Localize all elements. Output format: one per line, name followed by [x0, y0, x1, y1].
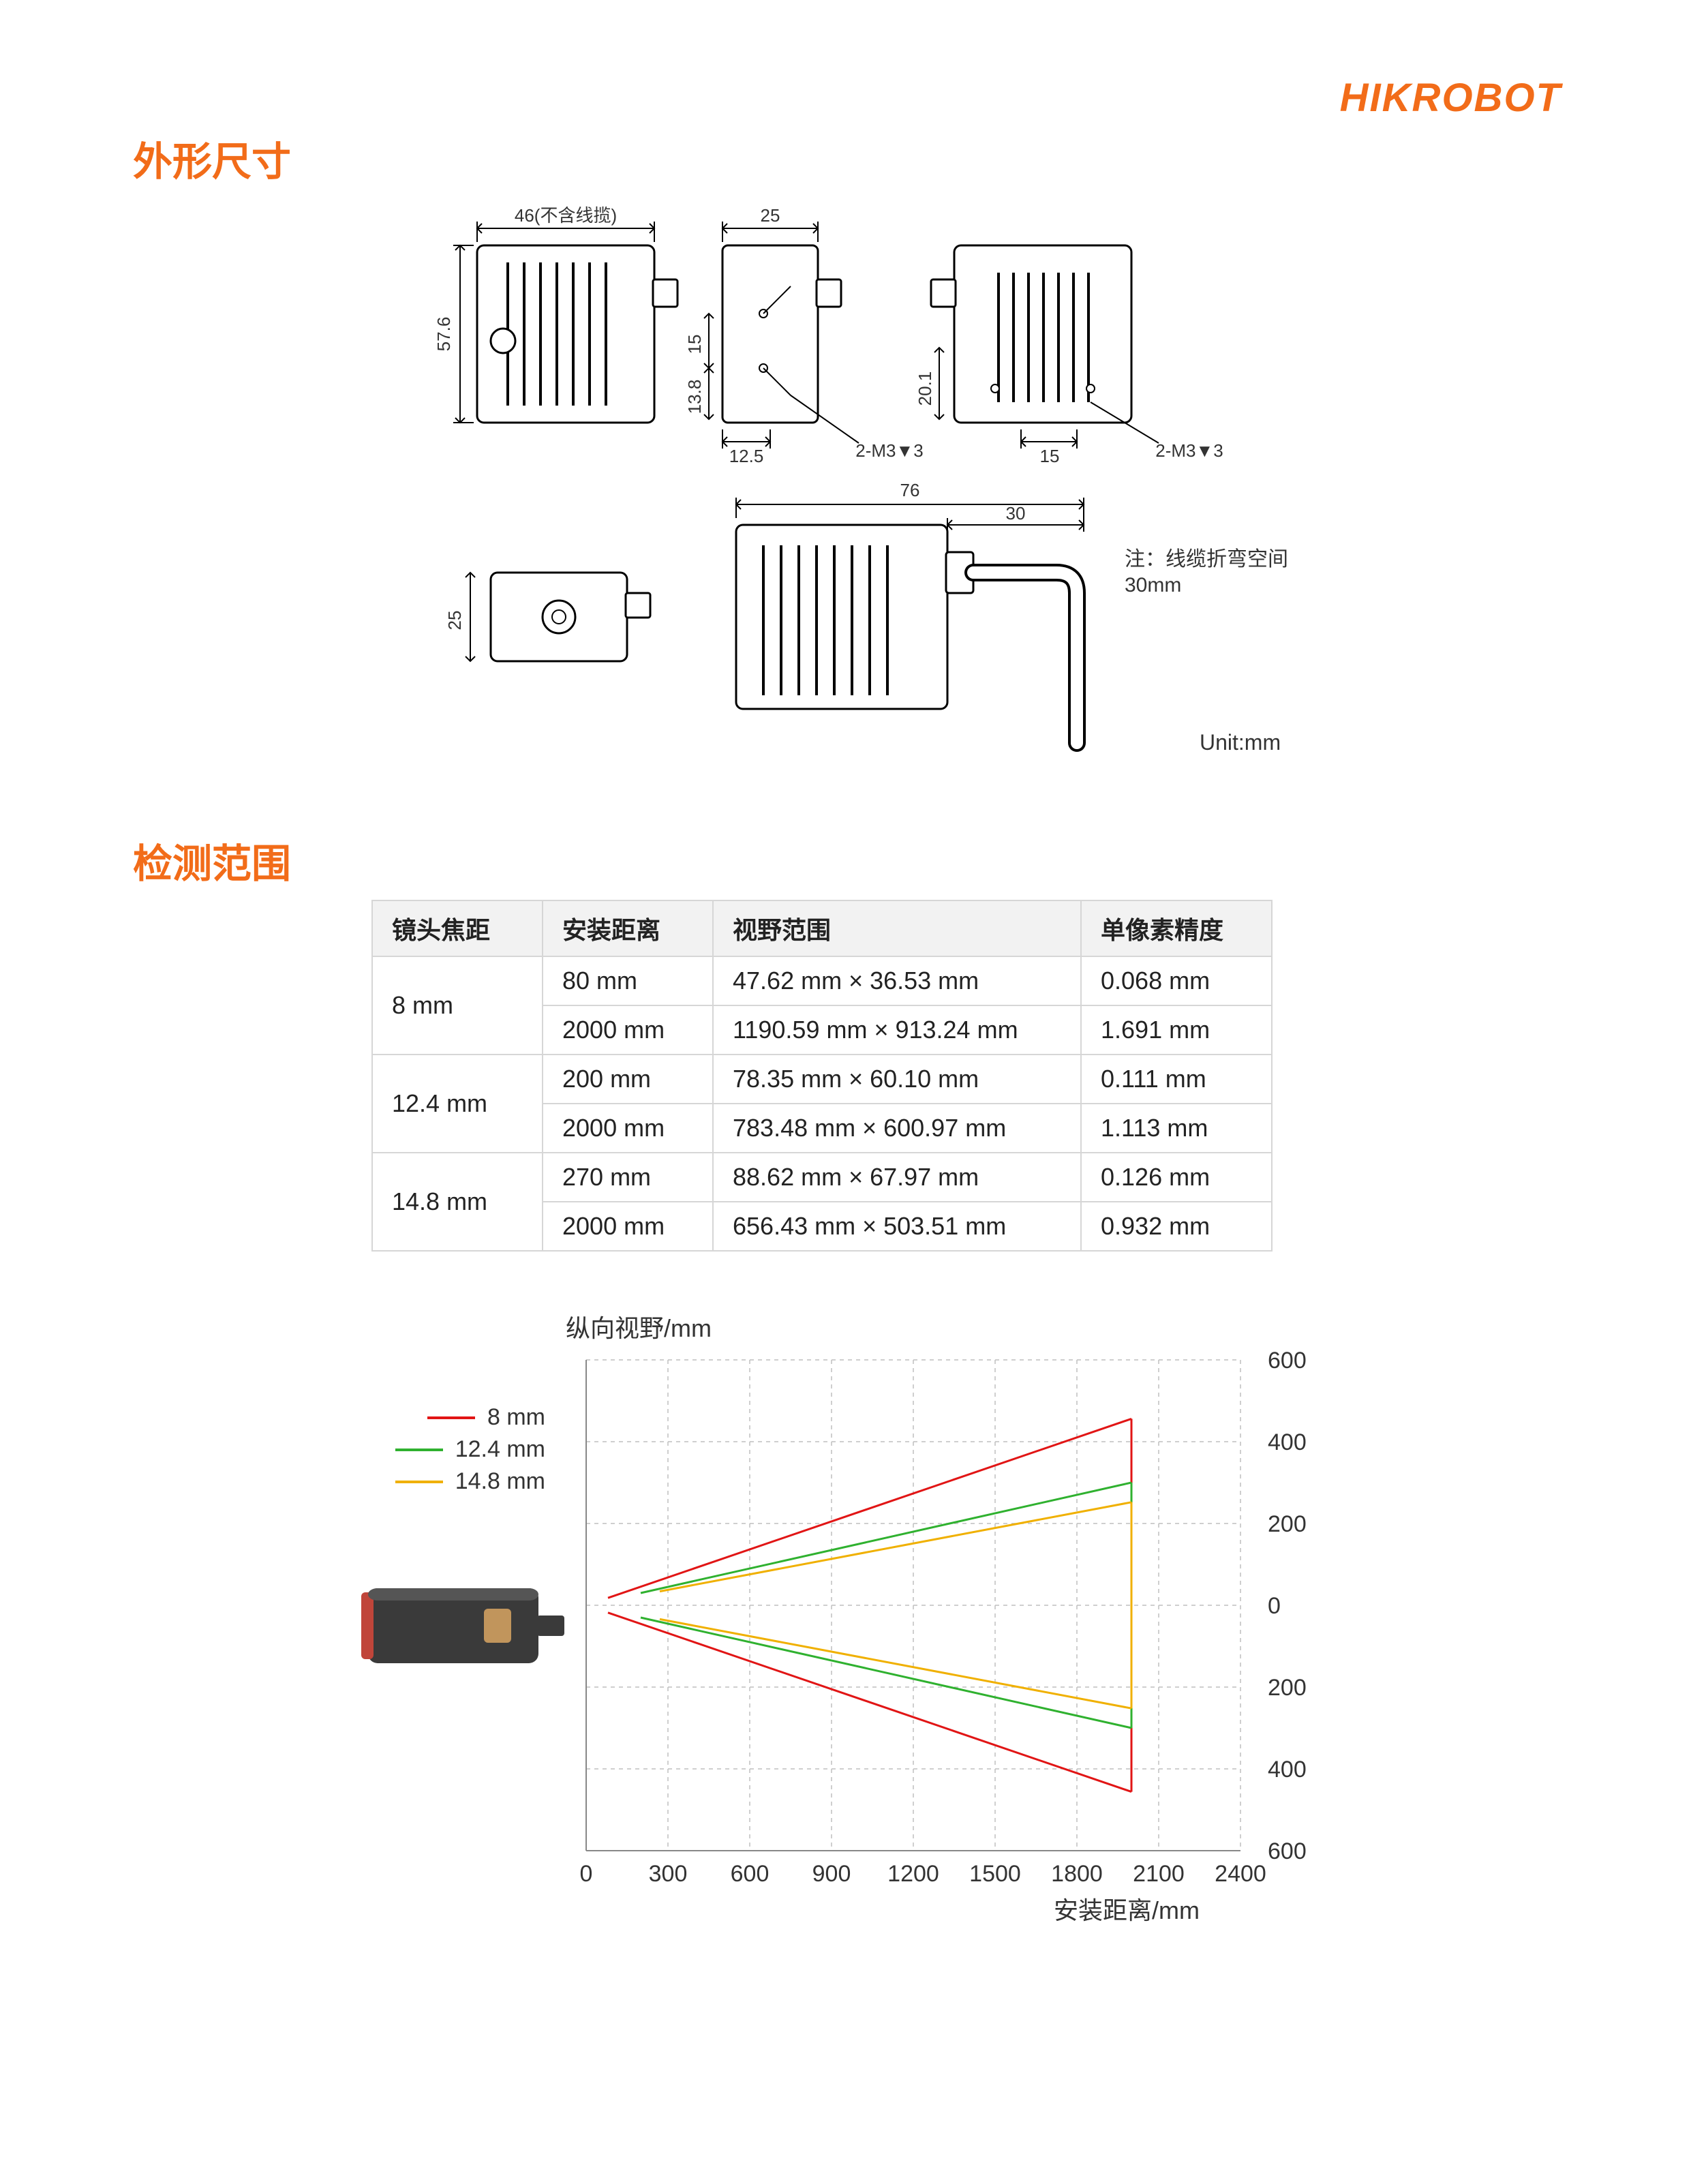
svg-text:200: 200: [1268, 1675, 1307, 1701]
table-cell: 270 mm: [543, 1153, 713, 1202]
chart-title: 纵向视野/mm: [566, 1309, 712, 1344]
table-cell: 200 mm: [543, 1055, 713, 1104]
table-cell: 1.691 mm: [1081, 1005, 1272, 1055]
svg-text:0: 0: [1268, 1593, 1281, 1619]
table-cell: 47.62 mm × 36.53 mm: [713, 956, 1081, 1005]
svg-text:20.1: 20.1: [915, 371, 935, 406]
svg-text:安装距离/mm: 安装距离/mm: [1054, 1896, 1200, 1924]
heading-dimensions: 外形尺寸: [133, 130, 291, 187]
table-cell: 2000 mm: [543, 1202, 713, 1251]
svg-text:2-M3▼3: 2-M3▼3: [1155, 440, 1223, 461]
spec-table-container: 镜头焦距安装距离视野范围单像素精度8 mm80 mm47.62 mm × 36.…: [371, 900, 1273, 1252]
svg-text:57.6: 57.6: [433, 317, 454, 352]
table-cell: 0.111 mm: [1081, 1055, 1272, 1104]
table-cell: 0.068 mm: [1081, 956, 1272, 1005]
svg-text:200: 200: [1268, 1511, 1307, 1537]
table-cell: 656.43 mm × 503.51 mm: [713, 1202, 1081, 1251]
svg-text:15: 15: [684, 335, 705, 354]
svg-text:400: 400: [1268, 1757, 1307, 1783]
chart-legend: 8 mm 12.4 mm 14.8 mm: [354, 1404, 545, 1500]
svg-text:1500: 1500: [969, 1861, 1021, 1887]
legend-item: 8 mm: [354, 1404, 545, 1431]
table-cell: 12.4 mm: [372, 1055, 543, 1153]
heading-detection-range: 检测范围: [133, 832, 291, 889]
svg-text:注：线缆折弯空间: 注：线缆折弯空间: [1125, 548, 1288, 571]
svg-text:13.8: 13.8: [684, 380, 705, 414]
table-cell: 783.48 mm × 600.97 mm: [713, 1104, 1081, 1153]
table-cell: 2000 mm: [543, 1005, 713, 1055]
svg-text:1800: 1800: [1051, 1861, 1103, 1887]
spec-table: 镜头焦距安装距离视野范围单像素精度8 mm80 mm47.62 mm × 36.…: [371, 900, 1273, 1252]
table-header: 视野范围: [713, 900, 1081, 956]
table-cell: 78.35 mm × 60.10 mm: [713, 1055, 1081, 1104]
table-cell: 14.8 mm: [372, 1153, 543, 1251]
dimensions-drawing: 46(不含线揽) 57.6 25 15 13.8 12.5 2-M3▼3 20.1 15 2-M3…: [382, 184, 1350, 777]
svg-text:25: 25: [444, 611, 465, 631]
svg-text:30: 30: [1006, 503, 1026, 524]
svg-text:1200: 1200: [887, 1861, 939, 1887]
table-header: 单像素精度: [1081, 900, 1272, 956]
table-cell: 0.932 mm: [1081, 1202, 1272, 1251]
table-cell: 0.126 mm: [1081, 1153, 1272, 1202]
svg-text:76: 76: [900, 480, 920, 500]
svg-text:46(不含线揽): 46(不含线揽): [515, 205, 617, 226]
legend-item: 12.4 mm: [354, 1436, 545, 1463]
svg-text:2-M3▼3: 2-M3▼3: [855, 440, 923, 461]
fov-chart: 0300600900120015001800210024006004002000…: [566, 1346, 1384, 1963]
svg-text:12.5: 12.5: [729, 446, 764, 466]
svg-text:15: 15: [1040, 446, 1060, 466]
svg-text:Unit:mm: Unit:mm: [1200, 730, 1281, 755]
table-cell: 8 mm: [372, 956, 543, 1055]
svg-text:600: 600: [731, 1861, 770, 1887]
svg-text:300: 300: [649, 1861, 688, 1887]
legend-item: 14.8 mm: [354, 1468, 545, 1495]
svg-text:600: 600: [1268, 1838, 1307, 1864]
table-row: 8 mm80 mm47.62 mm × 36.53 mm0.068 mm: [372, 956, 1272, 1005]
svg-text:25: 25: [761, 205, 780, 226]
table-cell: 80 mm: [543, 956, 713, 1005]
svg-text:900: 900: [812, 1861, 851, 1887]
table-header: 镜头焦距: [372, 900, 543, 956]
table-cell: 88.62 mm × 67.97 mm: [713, 1153, 1081, 1202]
table-row: 12.4 mm200 mm78.35 mm × 60.10 mm0.111 mm: [372, 1055, 1272, 1104]
legend-label: 8 mm: [487, 1404, 545, 1431]
legend-label: 12.4 mm: [455, 1436, 545, 1463]
svg-text:30mm: 30mm: [1125, 574, 1181, 596]
svg-text:2100: 2100: [1133, 1861, 1185, 1887]
table-cell: 2000 mm: [543, 1104, 713, 1153]
table-cell: 1.113 mm: [1081, 1104, 1272, 1153]
svg-text:2400: 2400: [1215, 1861, 1266, 1887]
device-icon: [354, 1568, 573, 1687]
svg-text:400: 400: [1268, 1429, 1307, 1455]
svg-text:0: 0: [580, 1861, 593, 1887]
table-row: 14.8 mm270 mm88.62 mm × 67.97 mm0.126 mm: [372, 1153, 1272, 1202]
table-header: 安装距离: [543, 900, 713, 956]
legend-label: 14.8 mm: [455, 1468, 545, 1495]
table-cell: 1190.59 mm × 913.24 mm: [713, 1005, 1081, 1055]
svg-text:600: 600: [1268, 1348, 1307, 1374]
brand-logo: HIKROBOT: [1340, 75, 1561, 121]
